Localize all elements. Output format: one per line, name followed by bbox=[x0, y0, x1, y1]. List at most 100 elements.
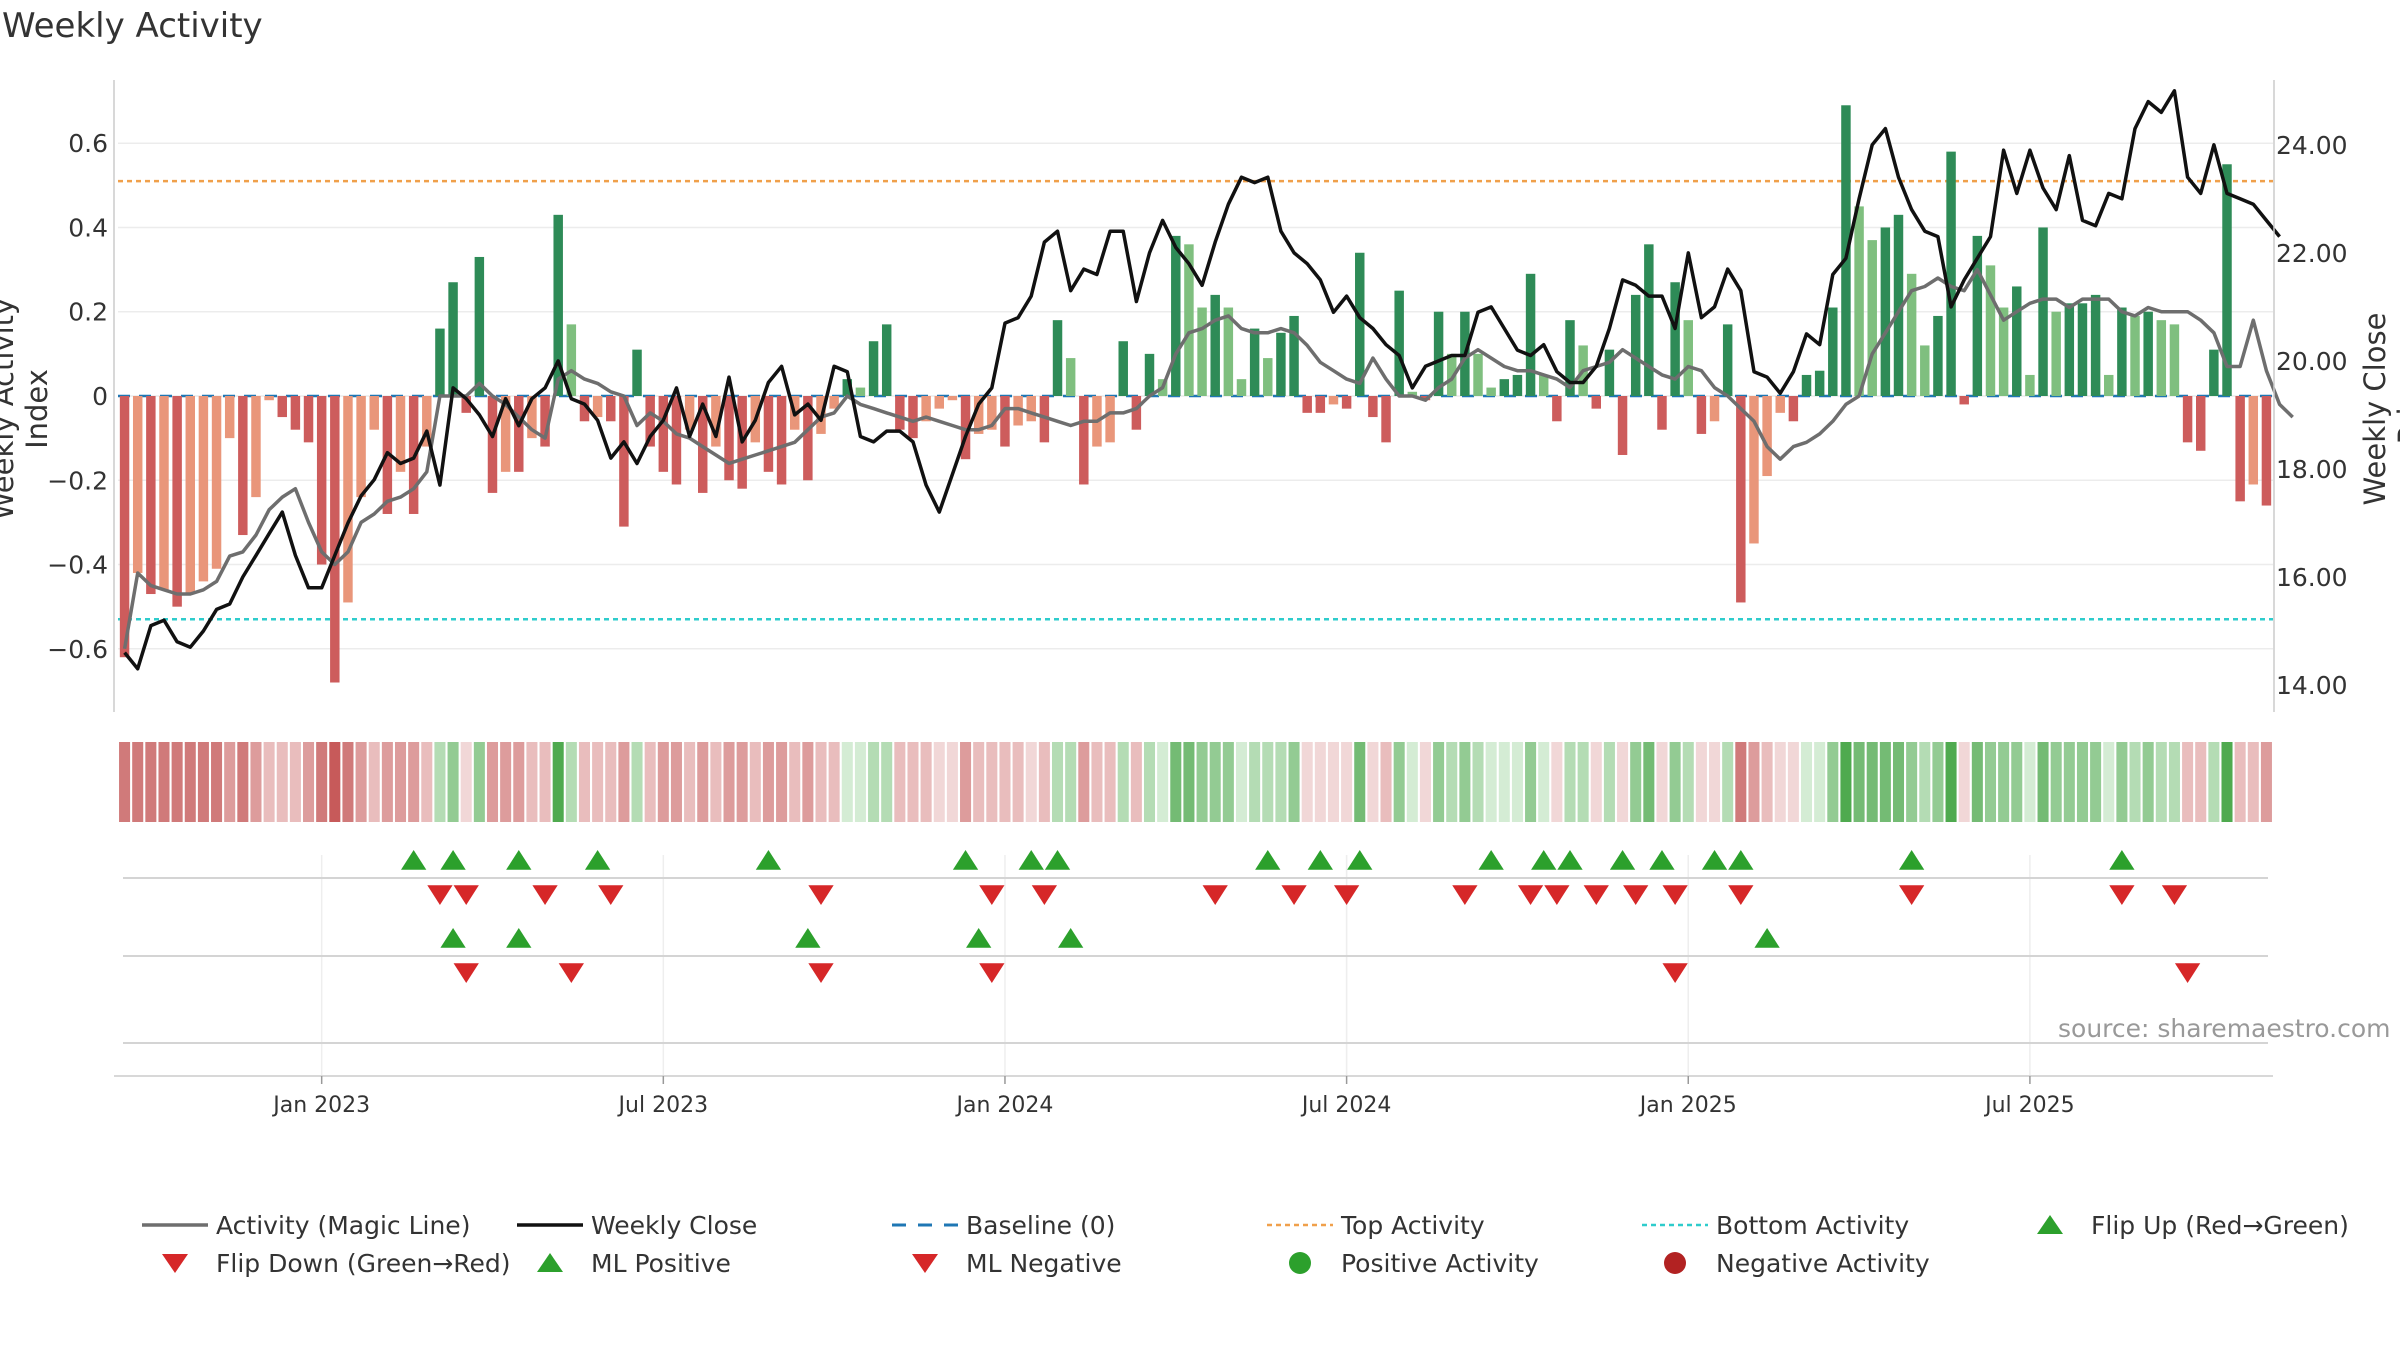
activity-bar bbox=[1762, 396, 1772, 477]
activity-bar bbox=[947, 396, 958, 401]
strip-cell bbox=[1669, 742, 1681, 822]
activity-bar bbox=[2261, 396, 2272, 506]
strip-cell bbox=[1722, 742, 1734, 822]
legend-symbol bbox=[1642, 1223, 1708, 1227]
strip-cell bbox=[132, 742, 144, 822]
activity-bar bbox=[1801, 374, 1812, 396]
activity-bar bbox=[1473, 353, 1483, 396]
legend-symbol bbox=[2037, 1215, 2063, 1234]
strip-cell bbox=[2116, 742, 2128, 822]
strip-cell bbox=[1275, 742, 1287, 822]
flip-up-marker bbox=[506, 850, 532, 870]
x-tick-label: Jan 2024 bbox=[955, 1093, 1054, 1118]
activity-bar bbox=[1946, 151, 1956, 396]
activity-bar bbox=[1893, 214, 1904, 396]
strip-cell bbox=[2103, 742, 2115, 822]
activity-bar bbox=[908, 396, 918, 439]
strip-cell bbox=[329, 742, 341, 822]
strip-cell bbox=[1577, 742, 1589, 822]
y-tick-left-label: −0.2 bbox=[47, 466, 108, 495]
activity-bar bbox=[1065, 358, 1076, 396]
activity-bar bbox=[2195, 396, 2206, 451]
activity-bar bbox=[2235, 396, 2245, 502]
activity-bar bbox=[343, 396, 353, 603]
strip-cell bbox=[1367, 742, 1379, 822]
legend-triangle-up bbox=[2037, 1215, 2063, 1234]
source-note: source: sharemaestro.com bbox=[2058, 1014, 2391, 1043]
activity-bar bbox=[671, 396, 682, 485]
activity-bar bbox=[1828, 307, 1838, 396]
legend-symbol bbox=[1289, 1252, 1311, 1274]
strip-cell bbox=[1525, 742, 1537, 822]
activity-bar bbox=[1604, 349, 1615, 396]
activity-bar bbox=[2222, 164, 2232, 396]
activity-bar bbox=[1328, 396, 1339, 405]
strip-cell bbox=[1459, 742, 1471, 822]
activity-bar bbox=[1788, 396, 1799, 422]
y-tick-right-label: 18.00 bbox=[2276, 455, 2348, 484]
strip-cell bbox=[2155, 742, 2167, 822]
strip-cell bbox=[158, 742, 170, 822]
ml-positive-marker bbox=[506, 928, 532, 948]
activity-bar bbox=[2064, 303, 2075, 396]
activity-bar bbox=[1184, 244, 1194, 396]
flip-down-marker bbox=[2109, 885, 2135, 905]
strip-cell bbox=[1840, 742, 1852, 822]
legend-item: Bottom Activity bbox=[1640, 1205, 1909, 1245]
strip-cell bbox=[999, 742, 1011, 822]
activity-bar bbox=[1236, 379, 1247, 396]
strip-cell bbox=[1787, 742, 1799, 822]
strip-cell bbox=[1209, 742, 1221, 822]
activity-bar bbox=[842, 379, 853, 396]
strip-cell bbox=[250, 742, 262, 822]
activity-bar bbox=[1552, 396, 1562, 422]
strip-cell bbox=[1590, 742, 1602, 822]
activity-bar bbox=[1407, 391, 1418, 396]
activity-bar bbox=[1998, 307, 2009, 396]
activity-bar bbox=[1486, 387, 1496, 396]
activity-bar bbox=[658, 396, 669, 472]
flip-up-marker bbox=[1557, 850, 1583, 870]
weekly-close-series bbox=[123, 89, 2281, 671]
flip-down-marker bbox=[1544, 885, 1570, 905]
activity-bar bbox=[1617, 396, 1628, 455]
activity-bar bbox=[1749, 396, 1759, 544]
y-tick-left-label: 0.4 bbox=[68, 213, 108, 242]
strip-cell bbox=[2195, 742, 2207, 822]
activity-bar bbox=[803, 396, 813, 481]
strip-cell bbox=[881, 742, 893, 822]
strip-cell bbox=[710, 742, 722, 822]
activity-bar bbox=[1696, 396, 1707, 434]
flip-up-marker bbox=[1255, 850, 1281, 870]
strip-cell bbox=[368, 742, 380, 822]
strip-cell bbox=[1130, 742, 1142, 822]
strip-cell bbox=[197, 742, 209, 822]
legend-symbol bbox=[912, 1254, 938, 1273]
strip-cell bbox=[1249, 742, 1261, 822]
flip-down-marker bbox=[1031, 885, 1058, 905]
activity-bar bbox=[1026, 396, 1036, 422]
strip-cell bbox=[1564, 742, 1576, 822]
activity-bar bbox=[2248, 396, 2259, 485]
strip-cell bbox=[2182, 742, 2194, 822]
strip-cell bbox=[473, 742, 485, 822]
activity-bar bbox=[211, 396, 222, 569]
strip-cell bbox=[2129, 742, 2141, 822]
legend-symbol bbox=[1267, 1223, 1333, 1227]
y-tick-left-label: −0.6 bbox=[47, 635, 108, 664]
activity-bar bbox=[566, 324, 577, 396]
activity-bar bbox=[264, 396, 274, 401]
activity-bar bbox=[698, 396, 708, 493]
strip-cell bbox=[631, 742, 643, 822]
flip-down-marker bbox=[808, 885, 834, 905]
y-tick-right-label: 24.00 bbox=[2276, 131, 2348, 160]
strip-cell bbox=[933, 742, 945, 822]
activity-bar bbox=[1683, 320, 1693, 396]
legend-triangle-down bbox=[162, 1254, 188, 1273]
activity-bar bbox=[1814, 370, 1825, 396]
strip-cell bbox=[1998, 742, 2010, 822]
activity-bar bbox=[2169, 324, 2180, 396]
activity-bar bbox=[1210, 294, 1220, 396]
legend-label: ML Negative bbox=[966, 1248, 1122, 1278]
strip-cell bbox=[1183, 742, 1195, 822]
